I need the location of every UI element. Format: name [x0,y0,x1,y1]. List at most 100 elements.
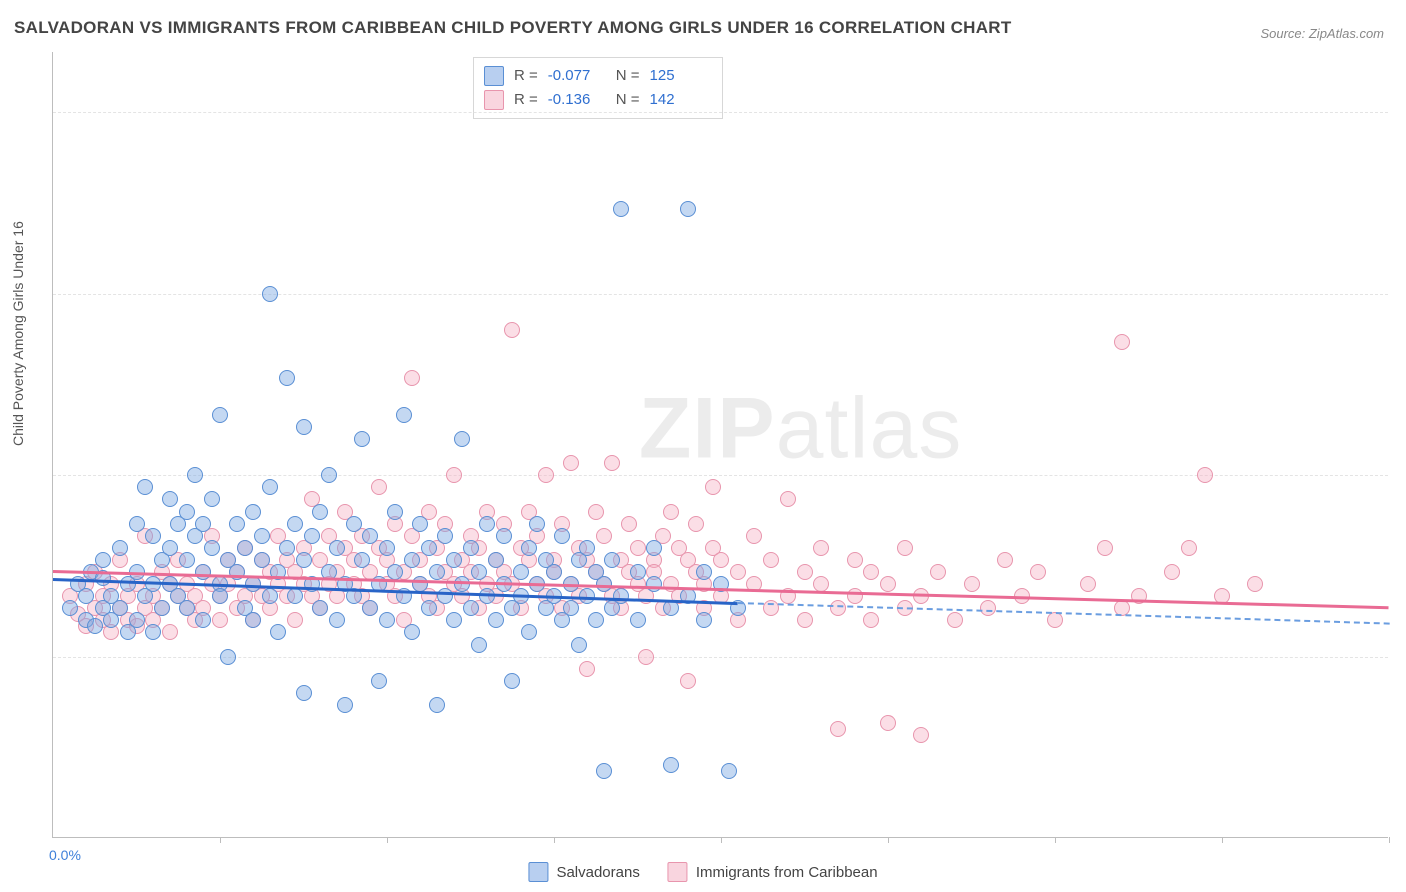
gridline [53,657,1388,658]
scatter-point [62,600,78,616]
scatter-point [471,637,487,653]
scatter-point [930,564,946,580]
scatter-point [95,552,111,568]
scatter-point [496,528,512,544]
scatter-point [479,588,495,604]
scatter-point [721,763,737,779]
scatter-point [546,564,562,580]
scatter-point [112,540,128,556]
scatter-point [321,467,337,483]
scatter-point [463,600,479,616]
chart-title: SALVADORAN VS IMMIGRANTS FROM CARIBBEAN … [14,18,1012,38]
x-tick [1055,837,1056,843]
scatter-point [78,588,94,604]
plot-area: ZIPatlas R =-0.077N =125R =-0.136N =142 … [52,52,1388,838]
scatter-point [913,727,929,743]
legend-item: Salvadorans [528,862,639,882]
stats-row: R =-0.136N =142 [484,88,708,112]
scatter-point [312,504,328,520]
scatter-point [705,479,721,495]
R-label: R = [514,88,538,112]
N-value: 142 [650,88,708,112]
legend-swatch [484,90,504,110]
y-tick-label: 45.0% [1395,285,1406,301]
scatter-point [162,540,178,556]
scatter-point [780,491,796,507]
legend-label: Immigrants from Caribbean [696,864,878,881]
x-tick-label: 0.0% [49,847,81,863]
scatter-point [404,370,420,386]
scatter-point [713,552,729,568]
scatter-point [421,600,437,616]
scatter-point [212,588,228,604]
scatter-point [588,504,604,520]
x-tick [554,837,555,843]
scatter-point [412,516,428,532]
scatter-point [179,552,195,568]
scatter-point [279,370,295,386]
scatter-point [446,467,462,483]
scatter-point [1030,564,1046,580]
scatter-point [437,588,453,604]
scatter-point [646,540,662,556]
scatter-point [696,564,712,580]
scatter-point [980,600,996,616]
scatter-point [521,540,537,556]
gridline [53,112,1388,113]
gridline [53,294,1388,295]
scatter-point [287,516,303,532]
scatter-point [1164,564,1180,580]
scatter-point [997,552,1013,568]
scatter-point [638,649,654,665]
legend-swatch [668,862,688,882]
R-label: R = [514,64,538,88]
scatter-point [204,540,220,556]
scatter-point [87,618,103,634]
scatter-point [613,588,629,604]
scatter-point [604,455,620,471]
scatter-point [371,673,387,689]
scatter-point [312,600,328,616]
scatter-point [270,624,286,640]
scatter-point [463,540,479,556]
scatter-point [254,528,270,544]
scatter-point [813,540,829,556]
x-tick [1222,837,1223,843]
scatter-point [680,201,696,217]
scatter-point [421,540,437,556]
scatter-point [154,600,170,616]
scatter-point [287,612,303,628]
scatter-point [563,600,579,616]
scatter-point [663,600,679,616]
scatter-point [137,479,153,495]
scatter-point [145,528,161,544]
scatter-point [797,612,813,628]
scatter-point [947,612,963,628]
watermark-bold: ZIP [639,380,776,476]
scatter-point [596,528,612,544]
scatter-point [521,624,537,640]
scatter-point [220,649,236,665]
scatter-point [296,685,312,701]
scatter-point [187,467,203,483]
scatter-point [488,612,504,628]
scatter-point [446,612,462,628]
scatter-point [262,588,278,604]
scatter-point [129,612,145,628]
scatter-point [429,697,445,713]
scatter-point [245,504,261,520]
scatter-point [204,491,220,507]
y-tick-label: 15.0% [1395,648,1406,664]
scatter-point [897,540,913,556]
scatter-point [1080,576,1096,592]
scatter-point [646,576,662,592]
y-axis-label: Child Poverty Among Girls Under 16 [10,221,26,446]
N-value: 125 [650,64,708,88]
scatter-point [730,564,746,580]
scatter-point [212,407,228,423]
scatter-point [446,552,462,568]
legend-label: Salvadorans [556,864,639,881]
scatter-point [112,600,128,616]
scatter-point [830,600,846,616]
scatter-point [162,491,178,507]
